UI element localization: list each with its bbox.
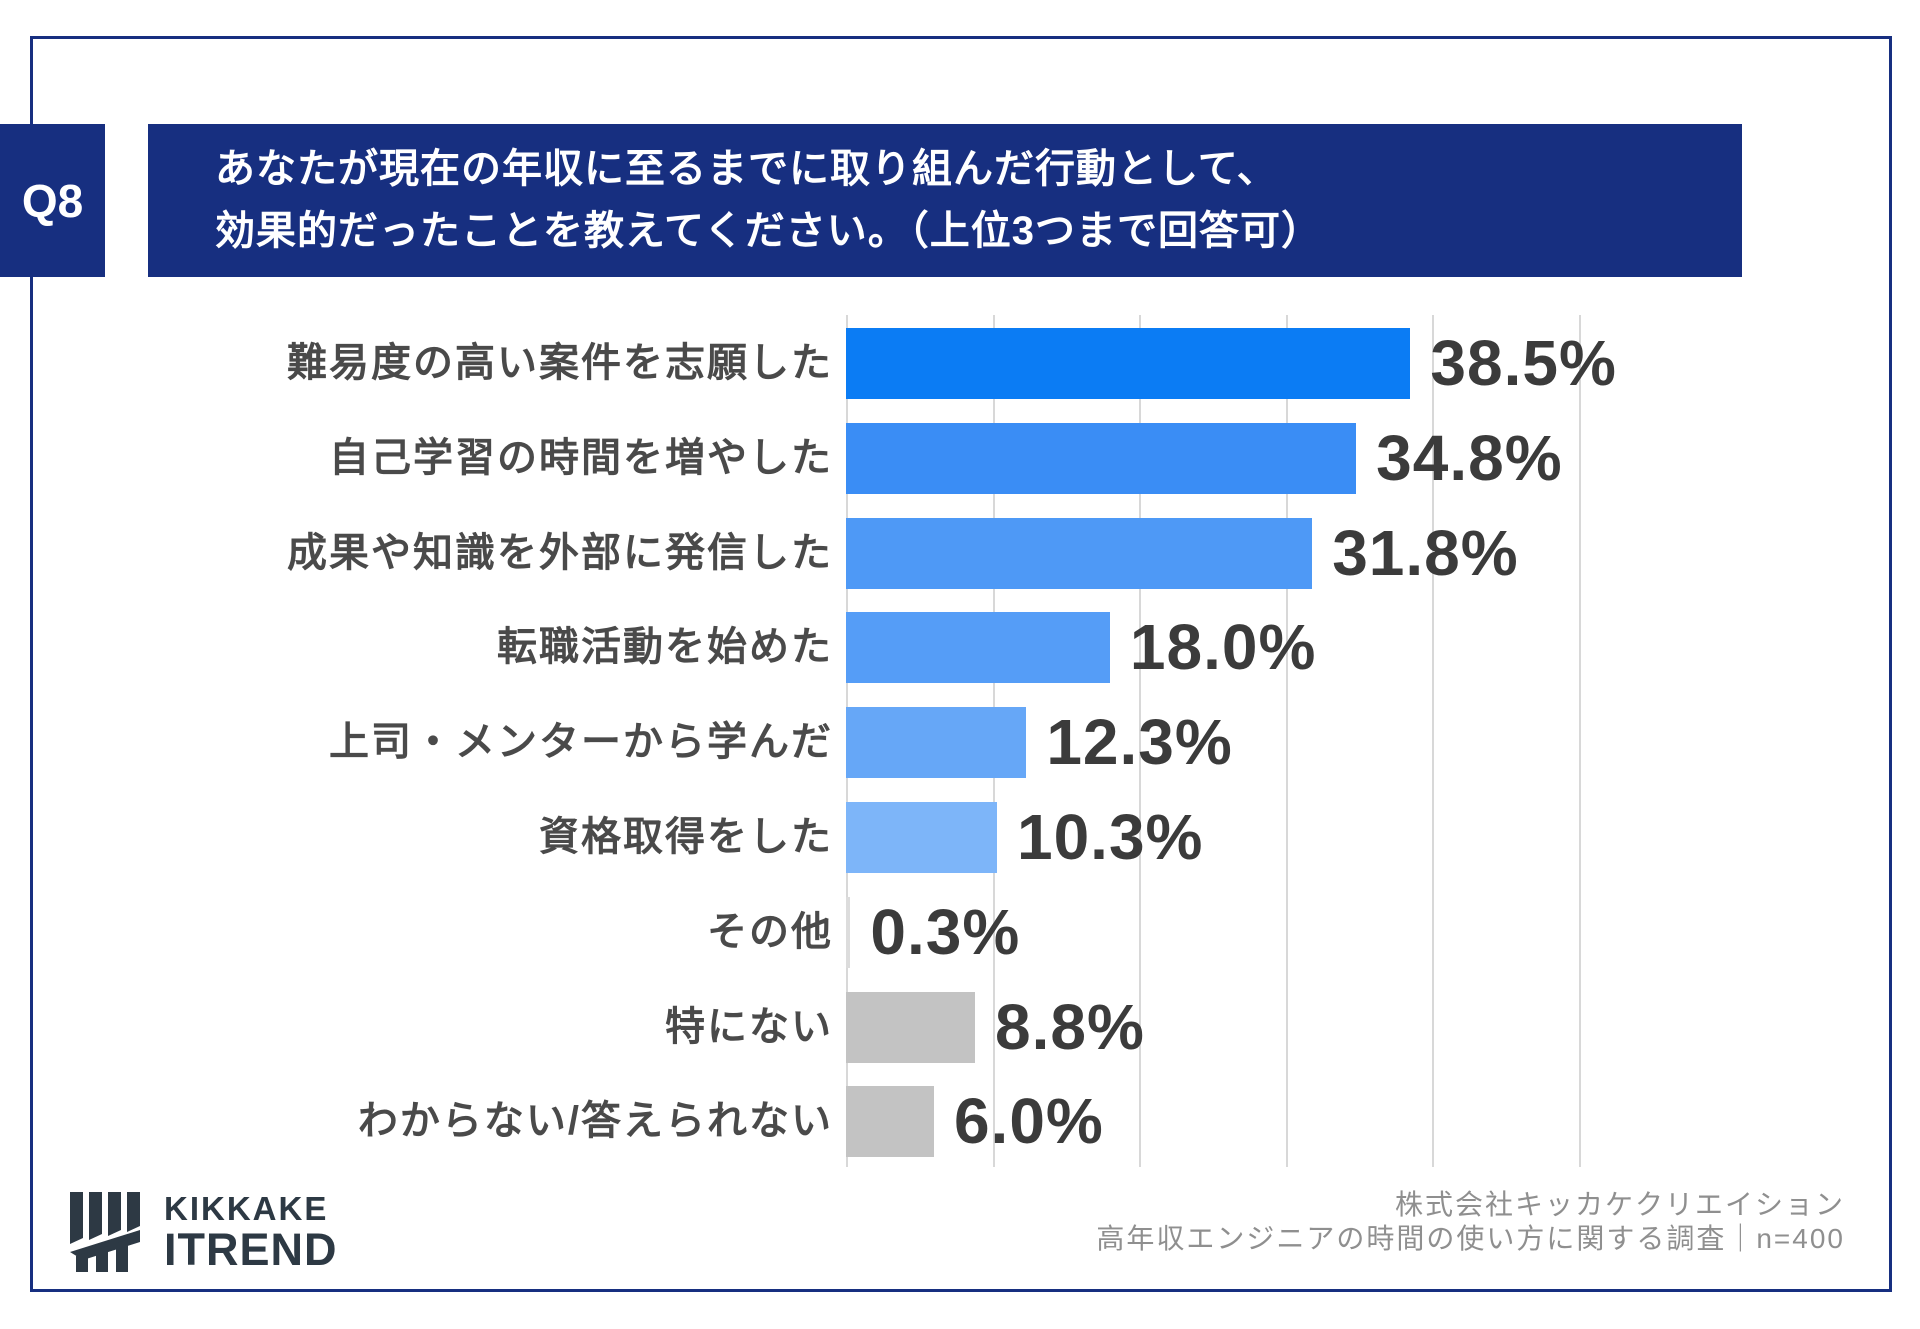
bar-row: 資格取得をした 10.3%: [0, 801, 1920, 873]
bar: [846, 422, 1357, 494]
logo-text: KIKKAKE ITREND: [164, 1192, 338, 1272]
bar-row: わからない/答えられない 6.0%: [0, 1085, 1920, 1158]
logo-text-itrend: ITREND: [164, 1224, 338, 1275]
bar: [846, 991, 975, 1063]
bar-value-label: 12.3%: [1046, 706, 1233, 779]
question-title-banner: あなたが現在の年収に至るまでに取り組んだ行動として、 効果的だったことを教えてく…: [148, 124, 1742, 277]
bar-category-label: 資格取得をした: [539, 815, 833, 859]
bar-value-label: 6.0%: [953, 1085, 1104, 1158]
bar: [846, 517, 1313, 589]
bar-value-label: 0.3%: [870, 895, 1021, 968]
bar-category-label: 成果や知識を外部に発信した: [287, 530, 833, 575]
gridline-40pct: [1432, 315, 1435, 1167]
bar-category-label: 難易度の高い案件を志願した: [287, 341, 833, 385]
source-attribution: 株式会社キッカケクリエイション 高年収エンジニアの時間の使い方に関する調査｜n=…: [1096, 1188, 1845, 1256]
question-number-label: Q8: [21, 174, 84, 227]
bar-row: 転職活動を始めた 18.0%: [0, 611, 1920, 684]
bar-category-label: 自己学習の時間を増やした: [329, 435, 833, 480]
bar-value-label: 18.0%: [1129, 611, 1317, 684]
bar-row: その他 0.3%: [0, 896, 1920, 968]
bar-value-label: 38.5%: [1430, 327, 1617, 399]
bar-row: 成果や知識を外部に発信した 31.8%: [0, 517, 1920, 589]
bar-chart: 難易度の高い案件を志願した 38.5% 自己学習の時間を増やした 34.8% 成果や知識…: [0, 315, 1920, 1167]
bar-row: 自己学習の時間を増やした 34.8%: [0, 422, 1920, 494]
bar-category-label: 特にない: [665, 1004, 833, 1049]
question-title-line-2: 効果的だったことを教えてください。（上位3つまで回答可）: [215, 209, 1323, 253]
bar-category-label: その他: [707, 909, 833, 954]
bar-category-label: 転職活動を始めた: [497, 625, 833, 670]
bar: [846, 328, 1411, 399]
kikkake-logo-mark-icon: [70, 1192, 152, 1277]
bar: [846, 896, 851, 968]
question-number-badge: Q8: [0, 124, 105, 277]
logo: KIKKAKE ITREND: [70, 1192, 338, 1277]
logo-text-kikkake: KIKKAKE: [164, 1190, 329, 1227]
question-title-line-1: あなたが現在の年収に至るまでに取り組んだ行動として、: [215, 147, 1278, 191]
bar: [846, 802, 997, 873]
bar-category-label: わからない/答えられない: [357, 1099, 833, 1144]
outer-frame-border: [30, 36, 1892, 1292]
gridline-30pct: [1285, 315, 1288, 1167]
bar: [846, 612, 1110, 684]
gridline-50pct: [1579, 315, 1581, 1167]
source-company-line: 株式会社キッカケクリエイション: [1394, 1189, 1845, 1220]
bar-row: 特にない 8.8%: [0, 991, 1920, 1063]
source-survey-line: 高年収エンジニアの時間の使い方に関する調査｜n=400: [1096, 1223, 1845, 1254]
bar-category-label: 上司・メンターから学んだ: [329, 720, 833, 765]
bar-row: 上司・メンターから学んだ 12.3%: [0, 706, 1920, 779]
bar-value-label: 31.8%: [1332, 516, 1519, 589]
bar-row: 難易度の高い案件を志願した 38.5%: [0, 327, 1920, 399]
bar: [846, 1086, 934, 1158]
bar-value-label: 10.3%: [1016, 801, 1204, 873]
bar-value-label: 8.8%: [995, 990, 1145, 1063]
bar: [846, 707, 1027, 779]
gridline-20pct: [1139, 315, 1142, 1167]
bar-value-label: 34.8%: [1376, 421, 1563, 494]
